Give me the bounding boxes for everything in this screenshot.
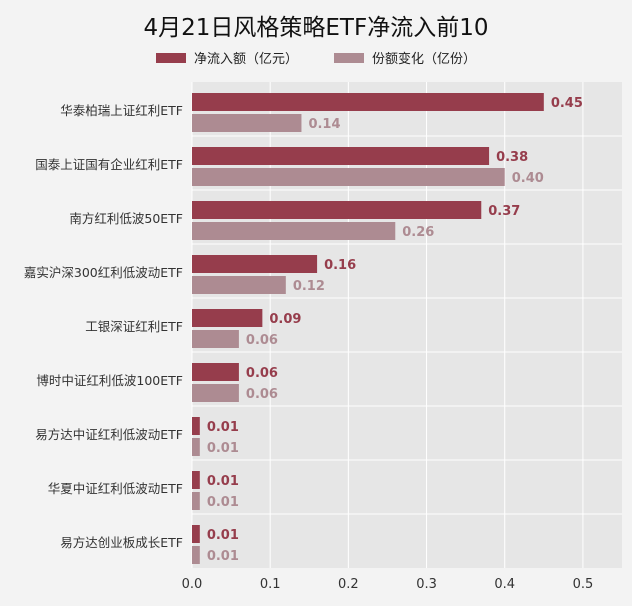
bar-net-inflow	[192, 525, 200, 543]
data-label-share-change: 0.26	[402, 225, 434, 240]
data-label-net-inflow: 0.38	[496, 150, 528, 165]
data-label-net-inflow: 0.09	[269, 312, 301, 327]
data-label-share-change: 0.01	[207, 441, 239, 456]
x-tick-label: 0.4	[494, 577, 515, 592]
data-label-net-inflow: 0.06	[246, 366, 278, 381]
data-label-net-inflow: 0.37	[488, 204, 520, 219]
bar-share-change	[192, 168, 505, 186]
y-category-label: 嘉实沪深300红利低波动ETF	[24, 265, 183, 280]
bar-share-change	[192, 546, 200, 564]
bar-net-inflow	[192, 93, 544, 111]
data-label-net-inflow: 0.01	[207, 528, 239, 543]
bar-share-change	[192, 114, 302, 132]
bar-share-change	[192, 492, 200, 510]
y-category-label: 易方达中证红利低波动ETF	[35, 427, 183, 442]
data-label-net-inflow: 0.16	[324, 258, 356, 273]
y-category-label: 南方红利低波50ETF	[69, 211, 183, 226]
y-category-label: 工银深证红利ETF	[85, 319, 183, 334]
data-label-net-inflow: 0.45	[551, 96, 583, 111]
bar-net-inflow	[192, 417, 200, 435]
bar-net-inflow	[192, 147, 490, 165]
data-label-net-inflow: 0.01	[207, 474, 239, 489]
x-tick-label: 0.2	[338, 577, 359, 592]
legend-label-share-change: 份额变化（亿份）	[372, 52, 477, 67]
bar-share-change	[192, 438, 200, 456]
x-tick-label: 0.5	[573, 577, 594, 592]
data-label-net-inflow: 0.01	[207, 420, 239, 435]
bar-net-inflow	[192, 309, 263, 327]
bar-share-change	[192, 276, 286, 294]
y-category-label: 易方达创业板成长ETF	[60, 535, 183, 550]
legend-item-share-change: 份额变化（亿份）	[334, 48, 476, 67]
legend-swatch-net-inflow	[155, 52, 186, 63]
legend-item-net-inflow: 净流入额（亿元）	[155, 48, 298, 67]
bar-share-change	[192, 222, 396, 240]
data-label-share-change: 0.01	[207, 495, 239, 510]
bar-net-inflow	[192, 255, 318, 273]
x-tick-label: 0.0	[182, 577, 203, 592]
chart-title: 4月21日风格策略ETF净流入前10	[143, 15, 489, 41]
legend-swatch-share-change	[334, 52, 364, 63]
bar-net-inflow	[192, 471, 200, 489]
bar-share-change	[192, 384, 239, 402]
bar-share-change	[192, 330, 239, 348]
y-category-label: 华泰柏瑞上证红利ETF	[60, 103, 183, 118]
plot-area	[192, 82, 622, 568]
data-label-share-change: 0.14	[308, 117, 340, 132]
x-tick-label: 0.3	[416, 577, 437, 592]
bar-net-inflow	[192, 363, 239, 381]
data-label-share-change: 0.06	[246, 387, 278, 402]
data-label-share-change: 0.06	[246, 333, 278, 348]
chart-legend: 净流入额（亿元） 份额变化（亿份）	[0, 48, 632, 67]
data-label-share-change: 0.01	[207, 549, 239, 564]
legend-label-net-inflow: 净流入额（亿元）	[193, 52, 298, 67]
y-category-label: 博时中证红利低波100ETF	[36, 373, 183, 388]
y-category-label: 华夏中证红利低波动ETF	[48, 481, 183, 496]
bar-net-inflow	[192, 201, 482, 219]
data-label-share-change: 0.40	[512, 171, 544, 186]
y-category-label: 国泰上证国有企业红利ETF	[35, 157, 183, 172]
data-label-share-change: 0.12	[293, 279, 325, 294]
x-tick-label: 0.1	[260, 577, 281, 592]
